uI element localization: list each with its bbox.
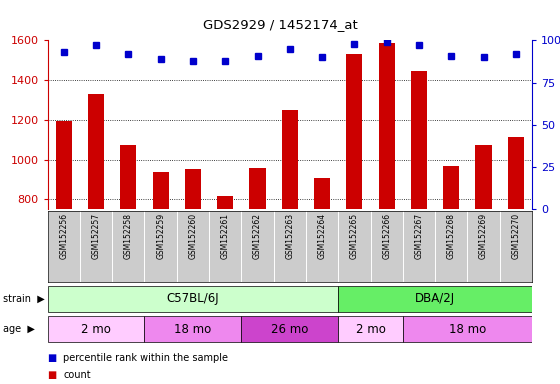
Bar <box>152 172 169 358</box>
Text: 2 mo: 2 mo <box>81 323 111 336</box>
Bar <box>379 43 395 358</box>
Bar <box>508 137 524 358</box>
Bar <box>314 179 330 358</box>
Bar <box>241 316 338 342</box>
Text: GSM152266: GSM152266 <box>382 214 391 260</box>
Text: GSM152265: GSM152265 <box>350 214 359 260</box>
Bar <box>120 145 137 358</box>
Text: GSM152260: GSM152260 <box>188 214 198 260</box>
Text: GSM152257: GSM152257 <box>91 214 101 260</box>
Text: GSM152269: GSM152269 <box>479 214 488 260</box>
Bar <box>338 286 532 311</box>
Bar <box>48 316 144 342</box>
Text: percentile rank within the sample: percentile rank within the sample <box>63 353 228 363</box>
Bar <box>346 54 362 358</box>
Bar <box>411 71 427 358</box>
Text: 18 mo: 18 mo <box>449 323 486 336</box>
Text: GSM152258: GSM152258 <box>124 214 133 259</box>
Bar <box>282 110 298 358</box>
Bar <box>443 166 459 358</box>
Text: C57BL/6J: C57BL/6J <box>167 292 219 305</box>
Text: strain  ▶: strain ▶ <box>3 293 45 304</box>
Text: GSM152264: GSM152264 <box>318 214 326 260</box>
Text: age  ▶: age ▶ <box>3 324 35 334</box>
Bar <box>144 316 241 342</box>
Bar <box>217 196 234 358</box>
Text: 26 mo: 26 mo <box>271 323 309 336</box>
Text: GSM152256: GSM152256 <box>59 214 68 260</box>
Bar <box>48 286 338 311</box>
Bar <box>185 169 201 358</box>
Text: GSM152259: GSM152259 <box>156 214 165 260</box>
Bar <box>475 145 492 358</box>
Text: count: count <box>63 370 91 380</box>
Text: ■: ■ <box>48 370 57 380</box>
Bar <box>249 167 265 358</box>
Text: ■: ■ <box>48 353 57 363</box>
Text: 18 mo: 18 mo <box>174 323 212 336</box>
Text: GSM152262: GSM152262 <box>253 214 262 259</box>
Bar <box>55 121 72 358</box>
Text: GSM152270: GSM152270 <box>511 214 520 260</box>
Bar <box>403 316 532 342</box>
Text: DBA/2J: DBA/2J <box>415 292 455 305</box>
Bar <box>88 94 104 358</box>
Bar <box>338 316 403 342</box>
Text: GSM152261: GSM152261 <box>221 214 230 259</box>
Text: GSM152263: GSM152263 <box>285 214 295 260</box>
Text: GSM152267: GSM152267 <box>414 214 423 260</box>
Text: GDS2929 / 1452174_at: GDS2929 / 1452174_at <box>203 18 357 31</box>
Text: 2 mo: 2 mo <box>356 323 385 336</box>
Text: GSM152268: GSM152268 <box>447 214 456 259</box>
